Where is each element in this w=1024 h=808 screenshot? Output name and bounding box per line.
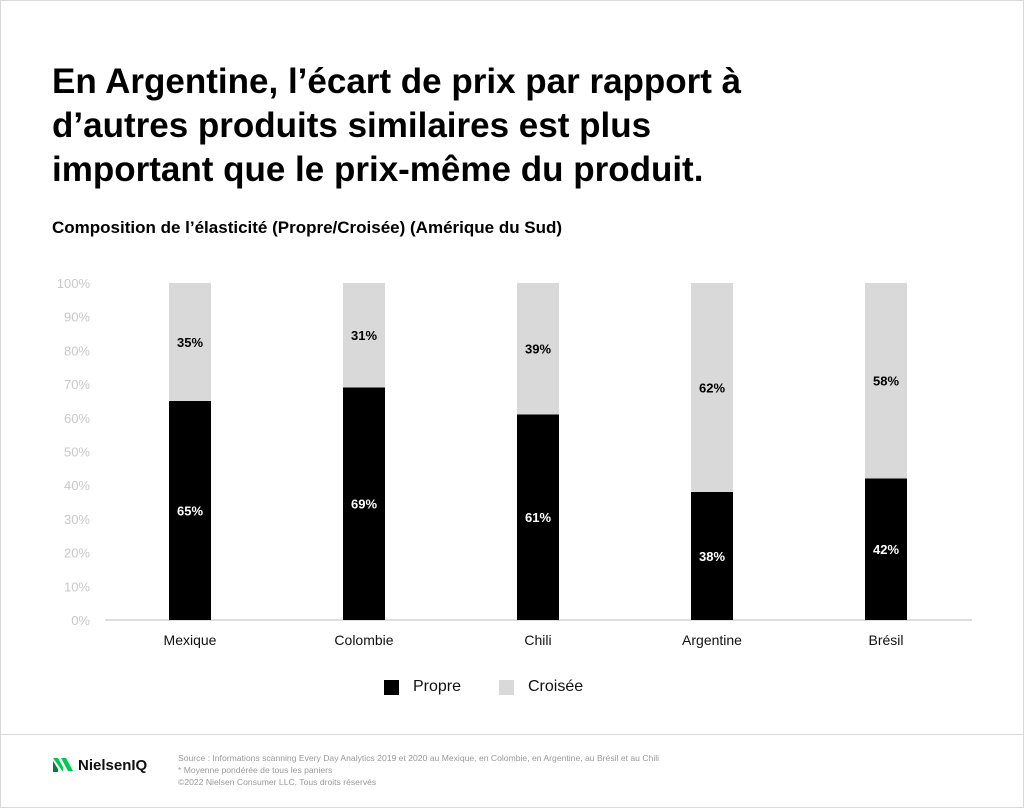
- y-tick-label: 90%: [64, 310, 90, 325]
- y-tick-label: 40%: [64, 478, 90, 493]
- data-label: 69%: [351, 497, 377, 512]
- source-line-1: Source : Informations scanning Every Day…: [178, 753, 660, 763]
- nielseniq-logo-icon: [53, 758, 73, 772]
- y-tick-label: 50%: [64, 445, 90, 460]
- y-tick-label: 70%: [64, 377, 90, 392]
- legend-swatch-propre: [384, 679, 399, 695]
- x-tick-label: Mexique: [164, 632, 217, 648]
- legend-item-croisee: Croisée: [499, 678, 583, 696]
- data-label: 42%: [873, 542, 899, 557]
- data-label: 39%: [525, 342, 551, 357]
- legend-label-croisee: Croisée: [528, 678, 584, 695]
- legend-label-propre: Propre: [413, 678, 462, 695]
- source-line-3: ©2022 Nielsen Consumer LLC. Tous droits …: [178, 777, 377, 787]
- source-line-2: * Moyenne pondérée de tous les paniers: [178, 765, 333, 775]
- y-tick-label: 30%: [64, 512, 90, 527]
- bar-croisee-3: [691, 283, 733, 492]
- chart-legend: Propre Croisée: [0, 678, 1024, 702]
- data-label: 62%: [699, 380, 725, 395]
- x-tick-label: Chili: [524, 632, 551, 648]
- headline-line-1: En Argentine, l’écart de prix par rappor…: [52, 62, 742, 101]
- headline-line-3: important que le prix-même du produit.: [52, 150, 704, 189]
- bar-propre-3: [691, 491, 733, 620]
- x-tick-label: Argentine: [682, 632, 742, 648]
- y-tick-label: 100%: [57, 276, 91, 291]
- legend-item-propre: Propre: [384, 678, 461, 696]
- footer-divider: [0, 734, 1024, 735]
- data-label: 61%: [525, 510, 551, 525]
- bar-croisee-0: [169, 283, 211, 401]
- data-label: 38%: [699, 549, 725, 564]
- bar-propre-4: [865, 478, 907, 620]
- x-tick-label: Colombie: [334, 632, 393, 648]
- y-tick-label: 80%: [64, 343, 90, 358]
- bar-propre-0: [169, 400, 211, 620]
- data-label: 65%: [177, 503, 203, 518]
- headline-line-2: d’autres produits similaires est plus: [52, 106, 652, 145]
- chart-subtitle: Composition de l’élasticité (Propre/Croi…: [52, 218, 563, 237]
- bar-propre-1: [343, 387, 385, 620]
- x-tick-label: Brésil: [868, 632, 903, 648]
- y-tick-label: 10%: [64, 579, 90, 594]
- stacked-bar-chart: 0% 10% 20% 30% 40% 50% 60% 70% 80% 90% 100% 65% 35% M…: [57, 276, 972, 648]
- bar-propre-2: [517, 414, 559, 620]
- headline: En Argentine, l’écart de prix par rappor…: [52, 60, 952, 192]
- data-label: 58%: [873, 374, 899, 389]
- y-tick-label: 0%: [71, 613, 90, 628]
- y-tick-label: 20%: [64, 546, 90, 561]
- nielseniq-logo: NielsenIQ: [52, 755, 147, 775]
- legend-swatch-croisee: [499, 679, 514, 695]
- bar-croisee-1: [343, 283, 385, 388]
- bar-croisee-2: [517, 283, 559, 415]
- data-label: 31%: [351, 328, 377, 343]
- logo-wordmark: NielsenIQ: [78, 756, 148, 774]
- source-notes: Source : Informations scanning Every Day…: [178, 752, 659, 788]
- y-tick-label: 60%: [64, 411, 90, 426]
- bar-croisee-4: [865, 283, 907, 479]
- data-label: 35%: [177, 335, 203, 350]
